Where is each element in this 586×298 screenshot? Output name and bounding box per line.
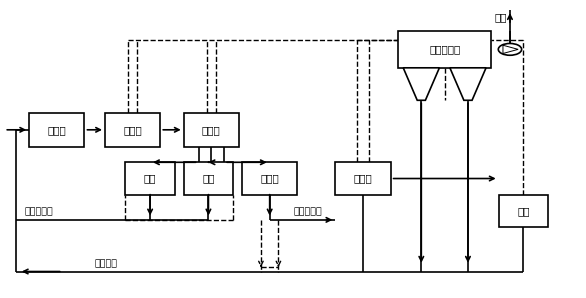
Text: 外排: 外排 <box>495 12 507 22</box>
Text: 包裝: 包裝 <box>517 206 530 216</box>
Text: 破碎: 破碎 <box>144 173 156 184</box>
Polygon shape <box>403 68 440 100</box>
Bar <box>105 113 161 147</box>
Polygon shape <box>503 45 518 54</box>
Text: 提升機: 提升機 <box>123 125 142 135</box>
Bar <box>29 113 84 147</box>
Text: 返料皮帶: 返料皮帶 <box>95 259 118 268</box>
Bar <box>398 31 491 68</box>
Text: 造粒機: 造粒機 <box>47 125 66 135</box>
Polygon shape <box>450 68 486 100</box>
Text: 一級選: 一級選 <box>202 125 221 135</box>
Bar <box>125 162 175 195</box>
Bar <box>183 162 233 195</box>
Text: 成品皮帶一: 成品皮帶一 <box>25 207 53 216</box>
Bar <box>242 162 297 195</box>
Text: 流化床: 流化床 <box>353 173 372 184</box>
Bar <box>335 162 391 195</box>
Bar <box>499 195 548 227</box>
Bar <box>183 113 239 147</box>
Text: 二級篩: 二級篩 <box>260 173 279 184</box>
Text: 布袋收塵器: 布袋收塵器 <box>429 44 460 54</box>
Text: 破碎: 破碎 <box>202 173 214 184</box>
Text: 成品皮帶二: 成品皮帶二 <box>294 207 323 216</box>
Circle shape <box>498 44 522 55</box>
